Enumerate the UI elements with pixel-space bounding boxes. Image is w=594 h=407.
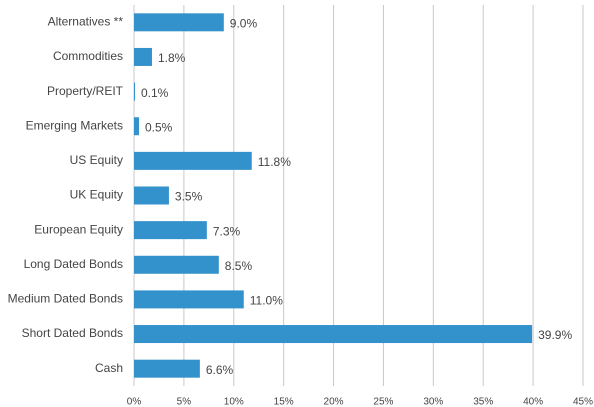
y-tick-label: US Equity	[70, 153, 123, 167]
bar	[134, 221, 207, 240]
x-tick-label: 40%	[523, 397, 543, 407]
value-label: 7.3%	[213, 224, 241, 238]
x-tick-label: 10%	[224, 397, 244, 407]
value-label: 8.5%	[225, 259, 253, 273]
bar	[134, 47, 152, 66]
value-label: 39.9%	[538, 328, 572, 342]
bar	[134, 117, 139, 136]
y-tick-label: Commodities	[53, 49, 123, 63]
bar	[134, 325, 533, 344]
y-tick-label: Medium Dated Bonds	[8, 292, 123, 306]
x-tick-label: 0%	[127, 397, 142, 407]
y-tick-label: Long Dated Bonds	[24, 257, 123, 271]
bar	[134, 255, 219, 274]
y-tick-label: Cash	[95, 361, 123, 375]
value-label: 0.1%	[141, 86, 169, 100]
y-tick-label: UK Equity	[70, 188, 123, 202]
y-tick-label: Emerging Markets	[26, 118, 123, 132]
value-label: 3.5%	[175, 190, 203, 204]
y-tick-label: European Equity	[34, 222, 123, 236]
value-label: 11.0%	[250, 294, 283, 308]
y-tick-label: Alternatives **	[48, 14, 124, 28]
x-tick-label: 45%	[573, 397, 593, 407]
value-label: 9.0%	[230, 16, 258, 30]
x-tick-label: 15%	[274, 397, 294, 407]
x-tick-label: 5%	[177, 397, 192, 407]
x-tick-label: 35%	[473, 397, 493, 407]
x-tick-label: 30%	[423, 397, 443, 407]
bar	[134, 359, 200, 378]
bar	[134, 82, 135, 101]
value-label: 0.5%	[145, 120, 173, 134]
y-tick-label: Property/REIT	[47, 84, 124, 98]
bar	[134, 186, 169, 205]
bar	[134, 13, 224, 32]
bar	[134, 290, 244, 309]
value-label: 11.8%	[258, 155, 291, 169]
value-label: 1.8%	[158, 51, 186, 65]
bar	[134, 151, 252, 170]
y-tick-label: Short Dated Bonds	[22, 326, 123, 340]
x-tick-label: 20%	[324, 397, 344, 407]
x-tick-label: 25%	[373, 397, 393, 407]
value-label: 6.6%	[206, 363, 234, 377]
